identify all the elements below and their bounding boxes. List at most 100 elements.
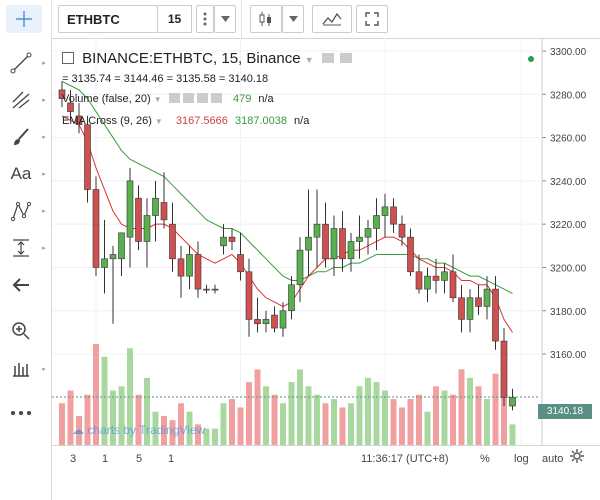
back-arrow-icon[interactable] xyxy=(6,270,36,300)
drawing-toolbar: ▸ ▸ ▸ Aa ▸ ▸ ▸ ▸ xyxy=(0,38,52,500)
gear-icon[interactable] xyxy=(182,93,194,103)
collapse-legend-icon[interactable] xyxy=(62,52,74,64)
volume-bar xyxy=(509,424,516,445)
candle-body xyxy=(169,223,176,260)
more-tools-icon[interactable] xyxy=(6,398,36,428)
tool-expand-icon[interactable]: ▸ xyxy=(42,208,46,215)
tool-expand-icon[interactable]: ▸ xyxy=(42,60,46,67)
brush-icon[interactable] xyxy=(6,122,36,152)
interval-select[interactable]: 15 xyxy=(158,5,192,33)
measure-icon[interactable] xyxy=(6,233,36,263)
title-dropdown-icon[interactable]: ▼ xyxy=(304,55,314,65)
candles-icon[interactable] xyxy=(250,5,282,33)
volume-bar xyxy=(220,403,227,445)
candle-body xyxy=(390,206,397,225)
candle-body xyxy=(143,215,151,242)
candle-body xyxy=(373,215,380,229)
ema-legend: EMA Cross (9, 26) ▼ 3167.5666 3187.0038 … xyxy=(62,115,309,127)
candle-body xyxy=(364,228,372,238)
volume-bar xyxy=(178,403,184,445)
percent-toggle[interactable]: % xyxy=(480,453,490,465)
pitchfork-icon[interactable] xyxy=(6,85,36,115)
crosshair-icon[interactable] xyxy=(6,5,42,33)
volume-bar xyxy=(314,394,320,445)
volume-bar xyxy=(152,411,159,445)
tool-expand-icon[interactable]: ▸ xyxy=(42,97,46,104)
volume-bar xyxy=(59,403,65,445)
trend-line-icon[interactable] xyxy=(6,48,36,78)
candle-body xyxy=(313,223,321,238)
volume-bar xyxy=(280,403,286,445)
range-5[interactable]: 5 xyxy=(136,453,143,465)
text-tool-icon[interactable]: Aa xyxy=(10,164,32,183)
volume-bar xyxy=(144,377,150,445)
candle-body xyxy=(152,197,159,216)
gear-icon[interactable] xyxy=(196,93,208,103)
settings-gear-icon[interactable] xyxy=(570,449,584,466)
volume-bar xyxy=(186,411,193,445)
symbol-title: BINANCE:ETHBTC, 15, Binance xyxy=(82,50,301,67)
range-1d[interactable]: 1 xyxy=(102,453,109,465)
y-tick-label: 3200.00 xyxy=(550,263,587,274)
cloud-logo-icon: ☁ xyxy=(72,423,84,437)
tool-expand-icon[interactable]: ▸ xyxy=(42,171,46,178)
candle-body xyxy=(415,271,423,290)
close-icon[interactable] xyxy=(210,93,222,103)
volume-bar xyxy=(101,356,108,445)
chart-type-dropdown-icon[interactable] xyxy=(282,5,304,33)
fullscreen-icon[interactable] xyxy=(356,5,388,33)
volume-bar xyxy=(348,403,354,445)
tool-expand-icon[interactable]: ▸ xyxy=(42,134,46,141)
magnet-icon[interactable] xyxy=(6,354,36,384)
bottom-toolbar: 3 1 5 1 11:36:17 (UTC+8) % log auto xyxy=(52,445,600,473)
candle-body xyxy=(458,297,465,320)
candlestick-chart[interactable]: 3300.00 3280.00 3260.00 3240.00 3220.00 3200.… xyxy=(52,38,600,445)
candle-body xyxy=(339,228,346,260)
tool-expand-icon[interactable]: ▸ xyxy=(42,366,46,373)
eye-icon[interactable] xyxy=(168,93,180,103)
clock-time: 11:36:17 (UTC+8) xyxy=(361,453,449,465)
ema-dropdown-icon[interactable]: ▼ xyxy=(154,117,163,126)
y-tick-label: 3220.00 xyxy=(550,220,587,231)
tradingview-watermark[interactable]: ☁ charts by TradingView xyxy=(72,423,205,437)
visibility-icon[interactable] xyxy=(321,53,334,63)
symbol-input[interactable]: ETHBTC xyxy=(58,5,158,33)
volume-bar xyxy=(467,377,473,445)
settings-icon[interactable] xyxy=(340,53,353,63)
zoom-in-icon[interactable] xyxy=(6,316,36,346)
candle-body xyxy=(160,202,168,221)
volume-bar xyxy=(399,407,405,445)
watermark-text: charts by TradingView xyxy=(87,423,206,437)
candle-body xyxy=(92,189,100,268)
volume-legend: Volume (false, 20) ▼ 479 n/a xyxy=(62,93,274,105)
volume-bar xyxy=(254,369,261,445)
range-3d[interactable]: 3 xyxy=(70,453,77,465)
volume-dropdown-icon[interactable]: ▼ xyxy=(153,95,162,104)
more-options-icon[interactable] xyxy=(196,5,214,33)
candle-body xyxy=(424,275,431,290)
range-1[interactable]: 1 xyxy=(168,453,175,465)
candle-body xyxy=(211,288,219,291)
candle-body xyxy=(75,115,83,125)
log-toggle[interactable]: log xyxy=(514,453,529,465)
interval-dropdown-icon[interactable] xyxy=(214,5,236,33)
volume-bar xyxy=(203,428,210,445)
candle-body xyxy=(449,271,457,299)
candle-body xyxy=(262,319,270,325)
candle-body xyxy=(203,288,210,291)
volume-value: 479 xyxy=(232,93,252,105)
auto-toggle[interactable]: auto xyxy=(542,453,564,465)
candle-body xyxy=(194,254,202,290)
candle-body xyxy=(398,223,406,238)
volume-bar xyxy=(322,403,329,445)
volume-bar xyxy=(450,394,456,445)
volume-bar xyxy=(484,399,490,445)
volume-bar xyxy=(271,394,278,445)
candle-body xyxy=(254,319,261,325)
volume-bar xyxy=(475,386,482,445)
pattern-icon[interactable] xyxy=(6,196,36,226)
candle-body xyxy=(177,258,185,277)
indicators-icon[interactable] xyxy=(312,5,352,33)
tool-expand-icon[interactable]: ▸ xyxy=(42,245,46,252)
volume-bar xyxy=(212,428,218,445)
